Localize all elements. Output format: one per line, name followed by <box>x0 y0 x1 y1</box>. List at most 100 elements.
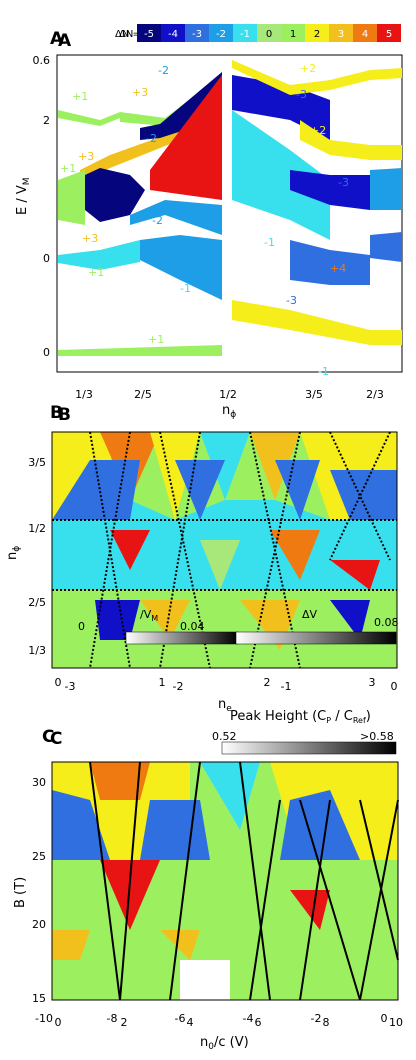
c-region-orange <box>90 762 150 800</box>
ylabel-a: E / VM <box>15 177 32 215</box>
xtick-c-0: -10 <box>35 1012 53 1025</box>
gap-label: -2 <box>146 132 157 145</box>
gap-label: -3 <box>286 294 297 307</box>
band-minus1-mid <box>58 240 140 270</box>
xtick-b-2: -1 <box>281 680 292 693</box>
colorbar-2-label: ΔV <box>302 608 318 621</box>
ytick-c-0: 30 <box>32 776 46 789</box>
legend-label: 2 <box>314 29 320 40</box>
colorbar-c <box>221 741 397 755</box>
panel-c-label-shadow: C <box>50 729 62 749</box>
panel-a-xaxis: 1/3 2/5 1/2 3/5 2/3 nϕ <box>75 388 384 420</box>
panel-c-yaxis: 30 25 20 15 B (T) <box>13 776 46 1005</box>
transition-line <box>119 761 141 1001</box>
xtick-b-1: -2 <box>173 680 184 693</box>
panel-c-map <box>52 762 398 1000</box>
b-transition-lines <box>52 431 397 669</box>
b-region-blue-3 <box>275 460 320 520</box>
xtick-c-3: -4 <box>243 1012 254 1025</box>
colorbar-1 <box>125 631 239 645</box>
xtick-b-top-0: 0 <box>55 676 62 689</box>
panel-c-label: C <box>42 727 54 747</box>
legend-label: 1 <box>290 29 296 40</box>
gap-label: +4 <box>330 262 346 275</box>
legend-swatch <box>281 24 305 42</box>
panel-a-label-shadow: A <box>58 31 72 51</box>
ytick-a-1: 2 <box>43 114 50 127</box>
colorbar-2-max: 0.08 <box>374 616 399 629</box>
b-region-red <box>110 530 150 570</box>
xtick-a-3: 3/5 <box>305 388 323 401</box>
panel-b-xaxis: -3 -2 -1 0 0 1 2 3 ne <box>55 676 398 714</box>
panel-b-label-shadow: B <box>58 405 71 425</box>
band-minus3-mid <box>290 170 370 210</box>
legend-label: -4 <box>168 29 178 40</box>
ytick-b-3: 1/3 <box>28 644 46 657</box>
band-minus3-right <box>370 232 402 262</box>
legend-swatch <box>185 24 209 42</box>
b-region-green-bottom <box>52 590 397 668</box>
legend-label: 4 <box>362 29 368 40</box>
colorbar-1-max: 0.04 <box>180 620 205 633</box>
xtick-a-2: 1/2 <box>219 388 237 401</box>
xtick-c-top-4: 8 <box>323 1016 330 1029</box>
ytick-c-1: 25 <box>32 850 46 863</box>
b-region-orange-4 <box>140 600 190 640</box>
band-plus1-bottom <box>58 345 222 356</box>
panel-a-frame <box>56 54 403 373</box>
ytick-b-2: 2/5 <box>28 596 46 609</box>
ytick-c-2: 20 <box>32 918 46 931</box>
legend-swatch <box>161 24 185 42</box>
gap-label: -1 <box>264 236 275 249</box>
gap-label: -1 <box>180 282 191 295</box>
colorbar-c-title: Peak Height (CP / CRef) <box>230 709 371 725</box>
ytick-a-0: 0.6 <box>33 54 51 67</box>
legend-swatch <box>209 24 233 42</box>
panel-b-yaxis: 3/5 1/2 2/5 1/3 nϕ <box>5 456 46 657</box>
xlabel-b: ne <box>218 697 232 714</box>
panel-b: B B <box>5 403 399 714</box>
xtick-c-top-3: 6 <box>255 1016 262 1029</box>
gap-labels: +1 +3-2 +2-3-2+3+1-5+5-2+3+1-1+2-3-1+4-3+1… <box>60 62 349 378</box>
c-region-cyan <box>200 762 260 830</box>
gap-label: +3 <box>132 86 148 99</box>
b-region-orange-3 <box>270 530 320 580</box>
gap-label: +2 <box>306 322 322 335</box>
legend-swatch <box>233 24 257 42</box>
panel-c-xaxis: -10 -8 -6 -4 -2 0 0 2 4 6 8 10 n0/c (V) <box>35 1012 403 1052</box>
gap-label: -1 <box>318 365 329 378</box>
legend-swatch <box>377 24 401 42</box>
colorbar-c-max: >0.58 <box>360 730 394 743</box>
b-region-red-2 <box>330 560 380 590</box>
colorbar-c-min: 0.52 <box>212 730 237 743</box>
ytick-a-3: 0 <box>43 346 50 359</box>
band-plus1-left <box>58 170 85 225</box>
xlabel-a: nϕ <box>222 403 236 420</box>
xtick-c-top-0: 0 <box>55 1016 62 1029</box>
xtick-c-2: -6 <box>175 1012 186 1025</box>
ytick-b-1: 1/2 <box>28 522 46 535</box>
band-plus2-top <box>232 60 402 95</box>
gap-label: -5 <box>108 182 119 195</box>
band-minus2-right <box>370 168 402 210</box>
ytick-a-2: 0 <box>43 252 50 265</box>
transition-line <box>329 431 391 561</box>
b-region-blue-4 <box>330 470 397 520</box>
gap-label: -3 <box>338 176 349 189</box>
ylabel-c: B (T) <box>13 877 28 908</box>
ytick-c-3: 15 <box>32 992 46 1005</box>
gap-label: +1 <box>88 266 104 279</box>
gap-label: +5 <box>150 174 166 187</box>
xtick-b-top-1: 1 <box>159 676 166 689</box>
transition-line <box>89 761 121 1001</box>
xtick-a-4: 2/3 <box>366 388 384 401</box>
legend-label: 0 <box>266 29 272 40</box>
transition-line <box>299 799 331 1001</box>
band-minus1-right <box>232 110 330 240</box>
legend-swatch <box>137 24 161 42</box>
transition-line <box>159 431 211 669</box>
panel-a-label: A <box>50 29 64 49</box>
c-transition-lines <box>89 761 399 1001</box>
gap-label: +2 <box>300 62 316 75</box>
panel-c: C C Peak Height (CP / CRef) 0.52 >0.58 3… <box>13 709 403 1052</box>
